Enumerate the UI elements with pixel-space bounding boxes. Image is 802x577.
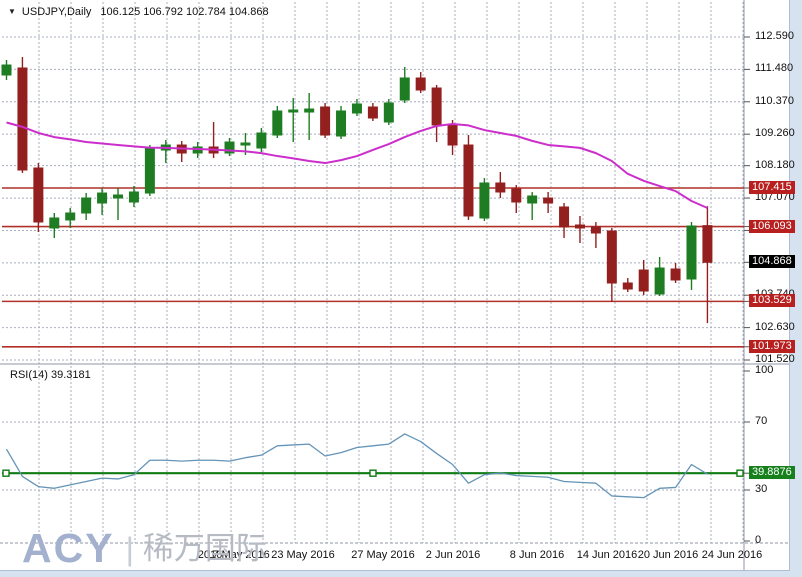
candle-body-bear (638, 269, 649, 292)
acy-logo-text: ACY (22, 525, 115, 571)
rsi-tick-label: 100 (755, 364, 774, 376)
date-tick-label: 14 Jun 2016 (576, 549, 638, 561)
candle-body-bear (415, 77, 426, 91)
candle-body-bear (495, 182, 506, 193)
hline-handle[interactable] (736, 469, 744, 477)
ohlc-readout: 106.125 106.792 102.784 104.868 (100, 6, 269, 18)
hline-price-badge[interactable]: 107.415 (749, 180, 795, 194)
candle-body-bear (670, 268, 681, 281)
candle-body-bull (479, 182, 490, 219)
candle-body-bull (240, 142, 251, 146)
candle-body-bull (65, 212, 76, 221)
candle-body-bull (383, 102, 394, 123)
candle-body-bull (304, 108, 315, 113)
date-tick-label: 8 Jun 2016 (509, 549, 565, 561)
candle-body-bull (97, 192, 108, 204)
date-tick-label: 2 Jun 2016 (425, 549, 481, 561)
candle-body-bear (574, 224, 585, 229)
candle-body-bear (702, 225, 713, 263)
candle-body-bear (590, 226, 601, 234)
candle-body-bear (622, 282, 633, 290)
candle-body-bear (33, 167, 44, 223)
ma-line[interactable] (6, 121, 708, 209)
candle-body-bull (527, 195, 538, 204)
candle-body-bear (447, 124, 458, 146)
candle-body-bear (463, 144, 474, 217)
broker-name-chinese: 稀万国际 (142, 530, 267, 566)
candle-body-bear (320, 106, 331, 136)
hline-handle[interactable] (369, 469, 377, 477)
price-tick-label: 102.630 (755, 320, 795, 333)
price-tick-label: 111.480 (755, 62, 794, 75)
rsi-tick-label: 0 (755, 534, 762, 546)
chart-canvas[interactable] (0, 0, 789, 570)
price-tick-label: 101.520 (755, 353, 795, 365)
chart-title: ▼ USDJPY,Daily 106.125 106.792 102.784 104… (8, 6, 269, 18)
candle-body-bull (256, 132, 267, 149)
price-tick-label: 109.260 (755, 127, 795, 140)
symbol-timeframe-label: USDJPY,Daily (21, 6, 92, 18)
rsi-tick-label: 70 (755, 415, 768, 427)
rsi-hline-badge[interactable]: 39.8876 (749, 466, 795, 480)
candle-body-bull (49, 217, 60, 229)
candle-body-bull (336, 110, 347, 137)
hline-price-badge[interactable]: 101.973 (749, 339, 795, 353)
date-tick-label: 20 Jun 2016 (637, 549, 699, 561)
date-tick-label: 17 May 2016 (206, 549, 270, 561)
candle-body-bear (511, 188, 522, 203)
candle-body-bull (272, 110, 283, 136)
candle-body-bull (351, 103, 362, 114)
candle-body-bull (81, 197, 92, 214)
candle-body-bull (399, 77, 410, 101)
price-tick-label: 112.590 (755, 30, 794, 42)
hline-price-badge[interactable]: 106.093 (749, 219, 795, 233)
symbol-dropdown-icon[interactable]: ▼ (8, 7, 16, 16)
logo-divider: | (125, 530, 134, 567)
candle-body-bull (1, 64, 12, 76)
candle-body-bull (128, 191, 139, 203)
price-tick-label: 107.070 (755, 191, 795, 204)
hline-price-badge[interactable]: 103.529 (749, 294, 795, 308)
price-tick-label: 110.370 (755, 94, 794, 107)
candle-body-bear (17, 67, 28, 171)
candle-body-bear (559, 206, 570, 228)
date-tick-label: 23 May 2016 (271, 549, 335, 561)
hline-handle[interactable] (2, 469, 10, 477)
rsi-tick-label: 30 (755, 483, 768, 495)
candle-body-bull (113, 194, 124, 199)
candle-body-bull (686, 225, 697, 280)
candle-body-bull (288, 109, 299, 113)
candle-body-bull (224, 141, 235, 154)
rsi-indicator-label: RSI(14) 39.3181 (10, 369, 91, 381)
candle-body-bear (543, 197, 554, 204)
rsi-line[interactable] (5, 433, 708, 499)
date-tick-label: 24 Jun 2016 (701, 549, 763, 561)
candle-body-bull (654, 267, 665, 295)
current-price-badge: 104.868 (749, 255, 795, 269)
date-tick-label: 27 May 2016 (351, 549, 415, 561)
price-tick-label: 108.180 (755, 158, 795, 171)
candle-body-bear (367, 106, 378, 119)
candle-body-bull (144, 147, 155, 194)
broker-watermark: ACY | 稀万国际 (22, 528, 267, 569)
candle-body-bear (431, 87, 442, 126)
date-tick-label: 2016 (197, 549, 223, 561)
candle-body-bear (606, 230, 617, 284)
